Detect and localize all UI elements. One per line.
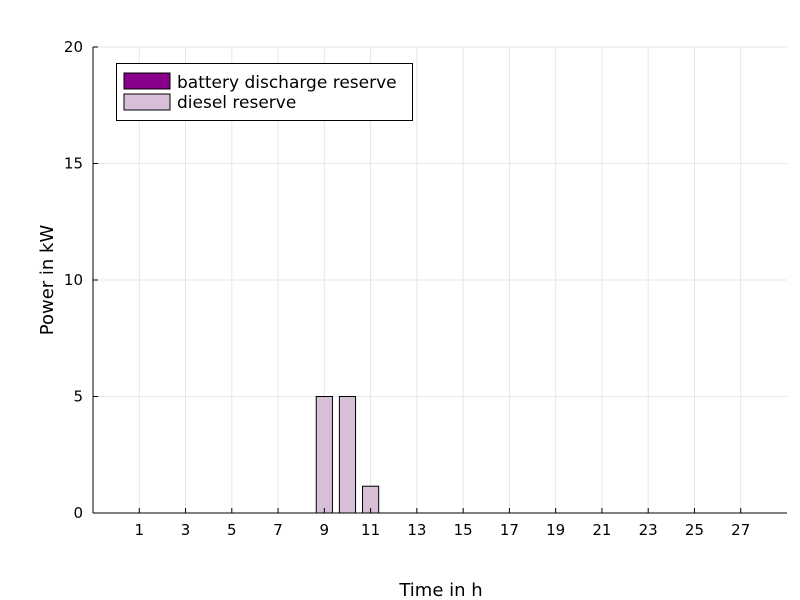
y-axis-title: Power in kW (37, 225, 58, 336)
x-tick-label: 7 (273, 521, 283, 539)
x-axis-title: Time in h (398, 580, 482, 600)
x-tick-label: 23 (639, 521, 658, 539)
x-tick-label: 3 (181, 521, 191, 539)
y-tick-label: 10 (64, 271, 83, 289)
x-tick-label: 1 (134, 521, 144, 539)
legend-swatch-battery-discharge-reserve (123, 72, 171, 90)
x-tick-label: 15 (454, 521, 473, 539)
x-tick-label: 9 (320, 521, 330, 539)
bar-diesel-reserve (315, 396, 333, 514)
x-tick-label: 25 (685, 521, 704, 539)
y-tick-label: 0 (73, 504, 83, 522)
x-tick-label: 5 (227, 521, 237, 539)
legend-swatch-diesel-reserve (123, 93, 171, 111)
grid (93, 46, 787, 514)
y-tick-label: 15 (64, 155, 83, 173)
x-tick-label: 21 (592, 521, 611, 539)
legend-label-diesel-reserve: diesel reserve (177, 93, 296, 113)
legend-label-battery-discharge-reserve: battery discharge reserve (177, 73, 397, 93)
x-tick-label: 17 (500, 521, 519, 539)
axes (92, 46, 787, 514)
y-tick-label: 20 (64, 38, 83, 56)
y-tick-label: 5 (73, 388, 83, 406)
x-tick-label: 27 (731, 521, 750, 539)
legend: battery discharge reserve diesel reserve (116, 63, 413, 121)
bar-diesel-reserve (338, 396, 357, 514)
bars (315, 396, 380, 514)
x-tick-label: 19 (546, 521, 565, 539)
x-tick-label: 11 (361, 521, 380, 539)
x-tick-label: 13 (407, 521, 426, 539)
